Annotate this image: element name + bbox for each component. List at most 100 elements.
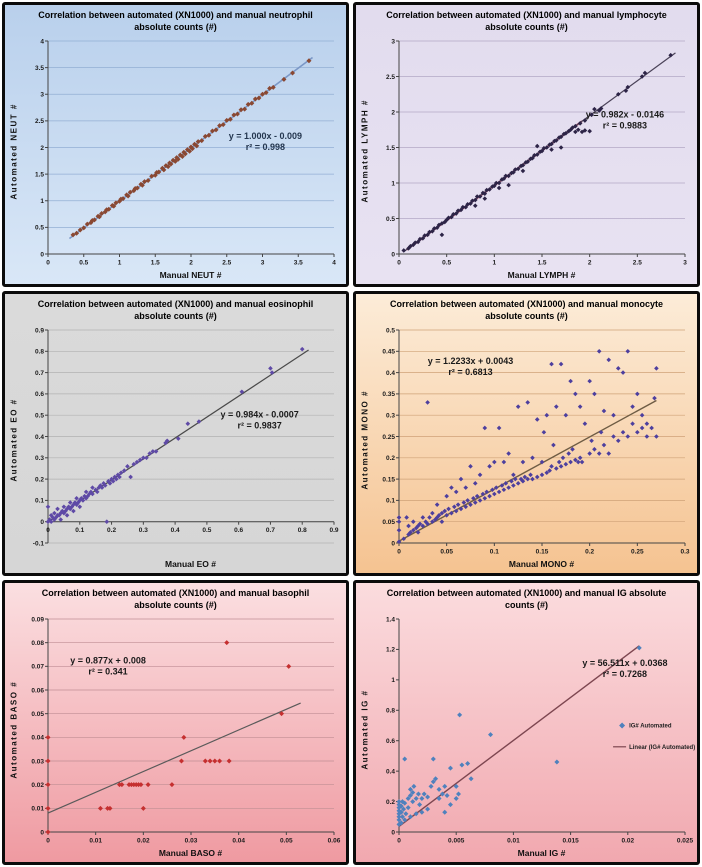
x-axis-label: Manual NEUT #	[159, 270, 222, 280]
svg-text:0.8: 0.8	[386, 708, 395, 715]
svg-text:y = 0.982x - 0.0146: y = 0.982x - 0.0146	[586, 110, 664, 120]
svg-text:2: 2	[391, 110, 395, 117]
svg-text:0: 0	[397, 549, 401, 556]
plot-area-row: Automated NEUT # 0 0.5 1 1.5 2 2.5 3 3.5 4 0 0.5 1 1…	[5, 34, 346, 269]
svg-text:0.6: 0.6	[35, 392, 44, 399]
svg-text:0.03: 0.03	[31, 759, 44, 766]
svg-text:0.7: 0.7	[35, 370, 44, 377]
panel-basophil-correlation: Correlation between automated (XN1000) a…	[2, 580, 349, 865]
plot-area-row: Automated EO # -0.1 0 0.1 0.2 0.3 0.4 0.5 0.6 0.…	[5, 323, 346, 558]
svg-text:1.4: 1.4	[386, 617, 395, 624]
y-axis-label: Automated IG #	[360, 689, 370, 770]
svg-text:0.05: 0.05	[31, 711, 44, 718]
svg-text:0.1: 0.1	[490, 549, 499, 556]
svg-text:3: 3	[391, 39, 395, 46]
svg-text:0.5: 0.5	[386, 216, 395, 223]
svg-text:0.9: 0.9	[35, 328, 44, 335]
y-axis-label: Automated MONO #	[360, 390, 370, 491]
panel-neutrophil-correlation: Correlation between automated (XN1000) a…	[2, 2, 349, 287]
svg-text:0.4: 0.4	[35, 434, 44, 441]
svg-text:1: 1	[391, 181, 395, 188]
svg-text:-0.1: -0.1	[33, 541, 45, 548]
svg-text:0.2: 0.2	[386, 455, 395, 462]
svg-text:0.08: 0.08	[31, 640, 44, 647]
svg-text:1.5: 1.5	[537, 260, 546, 267]
svg-text:0.4: 0.4	[171, 528, 180, 535]
chart-canvas: 0 0.2 0.4 0.6 0.8 1 1.2 1.4 0 0.005 0.01 0.015 0.02 0…	[372, 612, 697, 847]
svg-text:3.5: 3.5	[294, 260, 303, 267]
x-axis-label: Manual MONO #	[508, 559, 575, 569]
chart-title: Correlation between automated (XN1000) a…	[38, 10, 313, 32]
svg-text:r² = 0.998: r² = 0.998	[246, 142, 285, 152]
svg-text:0.2: 0.2	[107, 528, 116, 535]
x-axis-label: Manual LYMPH #	[507, 270, 576, 280]
svg-text:r² = 0.341: r² = 0.341	[88, 667, 127, 677]
svg-text:0.02: 0.02	[621, 838, 634, 845]
svg-text:r² = 0.6813: r² = 0.6813	[448, 367, 492, 377]
panel-lymphocyte-correlation: Correlation between automated (XN1000) a…	[353, 2, 700, 287]
plot-area-row: Automated MONO # 0 0.05 0.1 0.15 0.2 0.25 0.3 0…	[356, 323, 697, 558]
svg-text:0.6: 0.6	[386, 738, 395, 745]
svg-text:0: 0	[46, 260, 50, 267]
basophil-scatter-chart: 0 0.01 0.02 0.03 0.04 0.05 0.06 0.07 0.08 0.09 0 0.…	[31, 617, 341, 845]
svg-text:0.2: 0.2	[35, 477, 44, 484]
svg-text:2.5: 2.5	[386, 74, 395, 81]
svg-text:1: 1	[40, 198, 44, 205]
svg-text:0.05: 0.05	[280, 838, 293, 845]
y-axis-label: Automated LYMPH #	[360, 99, 370, 204]
svg-text:r² = 0.9837: r² = 0.9837	[237, 421, 281, 431]
svg-text:0: 0	[46, 838, 50, 845]
svg-text:0.2: 0.2	[585, 549, 594, 556]
svg-text:y = 0.984x - 0.0007: y = 0.984x - 0.0007	[220, 410, 298, 420]
chart-canvas: 0 0.01 0.02 0.03 0.04 0.05 0.06 0.07 0.08 0.09 0 0.…	[21, 612, 346, 847]
svg-text:0.4: 0.4	[386, 769, 395, 776]
svg-text:2: 2	[588, 260, 592, 267]
svg-text:0.03: 0.03	[185, 838, 198, 845]
svg-text:0.2: 0.2	[386, 799, 395, 806]
svg-text:0.45: 0.45	[382, 349, 395, 356]
svg-text:Linear (IG# Automated): Linear (IG# Automated)	[629, 745, 695, 751]
svg-text:0.01: 0.01	[31, 806, 44, 813]
lymphocyte-scatter-chart: 0 0.5 1 1.5 2 2.5 3 0 0.5 1 1.5 2 2.5 3 y = 0.982x - 0…	[386, 39, 687, 267]
y-axis-label: Automated EO #	[9, 399, 19, 483]
panel-eosinophil-correlation: Correlation between automated (XN1000) a…	[2, 291, 349, 576]
neutrophil-scatter-chart: 0 0.5 1 1.5 2 2.5 3 3.5 4 0 0.5 1 1.5 2 2.5 3 3.5 4 y = 1.…	[35, 39, 336, 267]
plot-area-row: Automated BASO # 0 0.01 0.02 0.03 0.04 0.05 0.…	[5, 612, 346, 847]
svg-text:0.8: 0.8	[35, 349, 44, 356]
svg-text:0.04: 0.04	[31, 735, 44, 742]
svg-text:0.5: 0.5	[35, 413, 44, 420]
svg-text:IG# Automated: IG# Automated	[629, 724, 672, 730]
svg-text:0: 0	[391, 252, 395, 259]
panel-ig-correlation: Correlation between automated (XN1000) a…	[353, 580, 700, 865]
svg-text:y = 0.877x + 0.008: y = 0.877x + 0.008	[70, 656, 146, 666]
plot-area-row: Automated LYMPH # 0 0.5 1 1.5 2 2.5 3 0 0.5 1 1.5 2…	[356, 34, 697, 269]
svg-text:1.2: 1.2	[386, 647, 395, 654]
svg-text:0.1: 0.1	[35, 498, 44, 505]
svg-text:0: 0	[397, 260, 401, 267]
svg-text:0.01: 0.01	[507, 838, 520, 845]
svg-text:0.05: 0.05	[440, 549, 453, 556]
chart-title: Correlation between automated (XN1000) a…	[37, 299, 314, 321]
svg-text:0.8: 0.8	[298, 528, 307, 535]
svg-text:0.01: 0.01	[89, 838, 102, 845]
svg-text:4: 4	[332, 260, 336, 267]
svg-text:y = 1.2233x + 0.0043: y = 1.2233x + 0.0043	[428, 356, 514, 366]
svg-text:0: 0	[40, 252, 44, 259]
svg-text:r² = 0.7268: r² = 0.7268	[603, 669, 647, 679]
svg-text:0.35: 0.35	[382, 392, 395, 399]
svg-text:0: 0	[397, 838, 401, 845]
svg-text:0.6: 0.6	[234, 528, 243, 535]
svg-text:0.06: 0.06	[328, 838, 341, 845]
svg-text:0.3: 0.3	[139, 528, 148, 535]
chart-title: Correlation between automated (XN1000) a…	[41, 588, 310, 610]
svg-text:0: 0	[40, 830, 44, 837]
svg-text:1.5: 1.5	[35, 172, 44, 179]
svg-text:2: 2	[189, 260, 193, 267]
panel-monocyte-correlation: Correlation between automated (XN1000) a…	[353, 291, 700, 576]
svg-text:1: 1	[118, 260, 122, 267]
svg-text:0: 0	[391, 541, 395, 548]
svg-text:0.06: 0.06	[31, 688, 44, 695]
chart-canvas: 0 0.05 0.1 0.15 0.2 0.25 0.3 0.35 0.4 0.45 0.5 0 0.0…	[372, 323, 697, 558]
svg-text:0.02: 0.02	[31, 782, 44, 789]
